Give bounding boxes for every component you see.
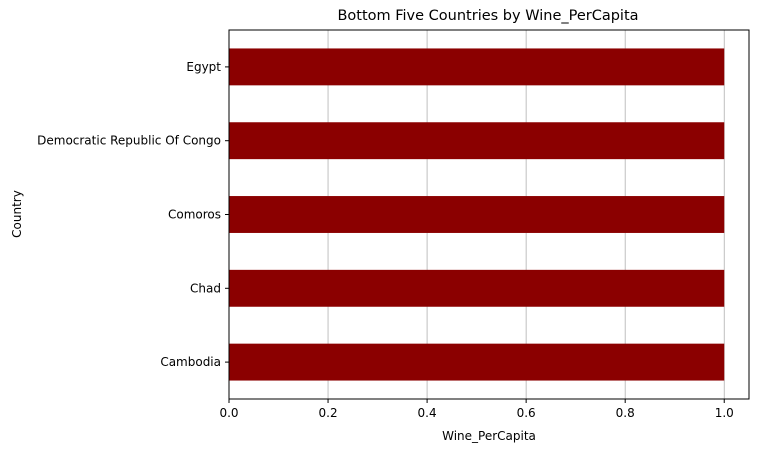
x-tick-label: 0.8 [616,406,635,420]
x-tick-label: 0.6 [517,406,536,420]
x-tick-label: 0.4 [418,406,437,420]
plot-frame [228,29,750,400]
bar-chad [229,269,725,307]
bar-comoros [229,196,725,233]
y-tick-label: Chad [190,281,221,295]
x-axis-ticks: 0.0 0.2 0.4 0.6 0.8 1.0 [219,399,734,420]
chart-title: Bottom Five Countries by Wine_PerCapita [337,8,638,24]
x-tick-label: 0.2 [319,406,338,420]
y-axis-ticks: Cambodia Chad Comoros Democratic Republic O… [37,60,229,369]
y-tick-label: Comoros [168,208,221,222]
y-tick-label: Democratic Republic Of Congo [37,134,221,148]
bar-egypt [229,48,725,86]
y-axis-label: Country [10,190,24,238]
y-tick-label: Egypt [186,60,221,74]
x-axis-label: Wine_PerCapita [442,429,536,443]
y-tick-label: Cambodia [160,355,221,369]
bar-cambodia [229,343,725,381]
x-tick-label: 1.0 [715,406,734,420]
bar-democratic-republic-of-congo [229,122,725,160]
x-tick-label: 0.0 [219,406,238,420]
bars [229,48,725,381]
